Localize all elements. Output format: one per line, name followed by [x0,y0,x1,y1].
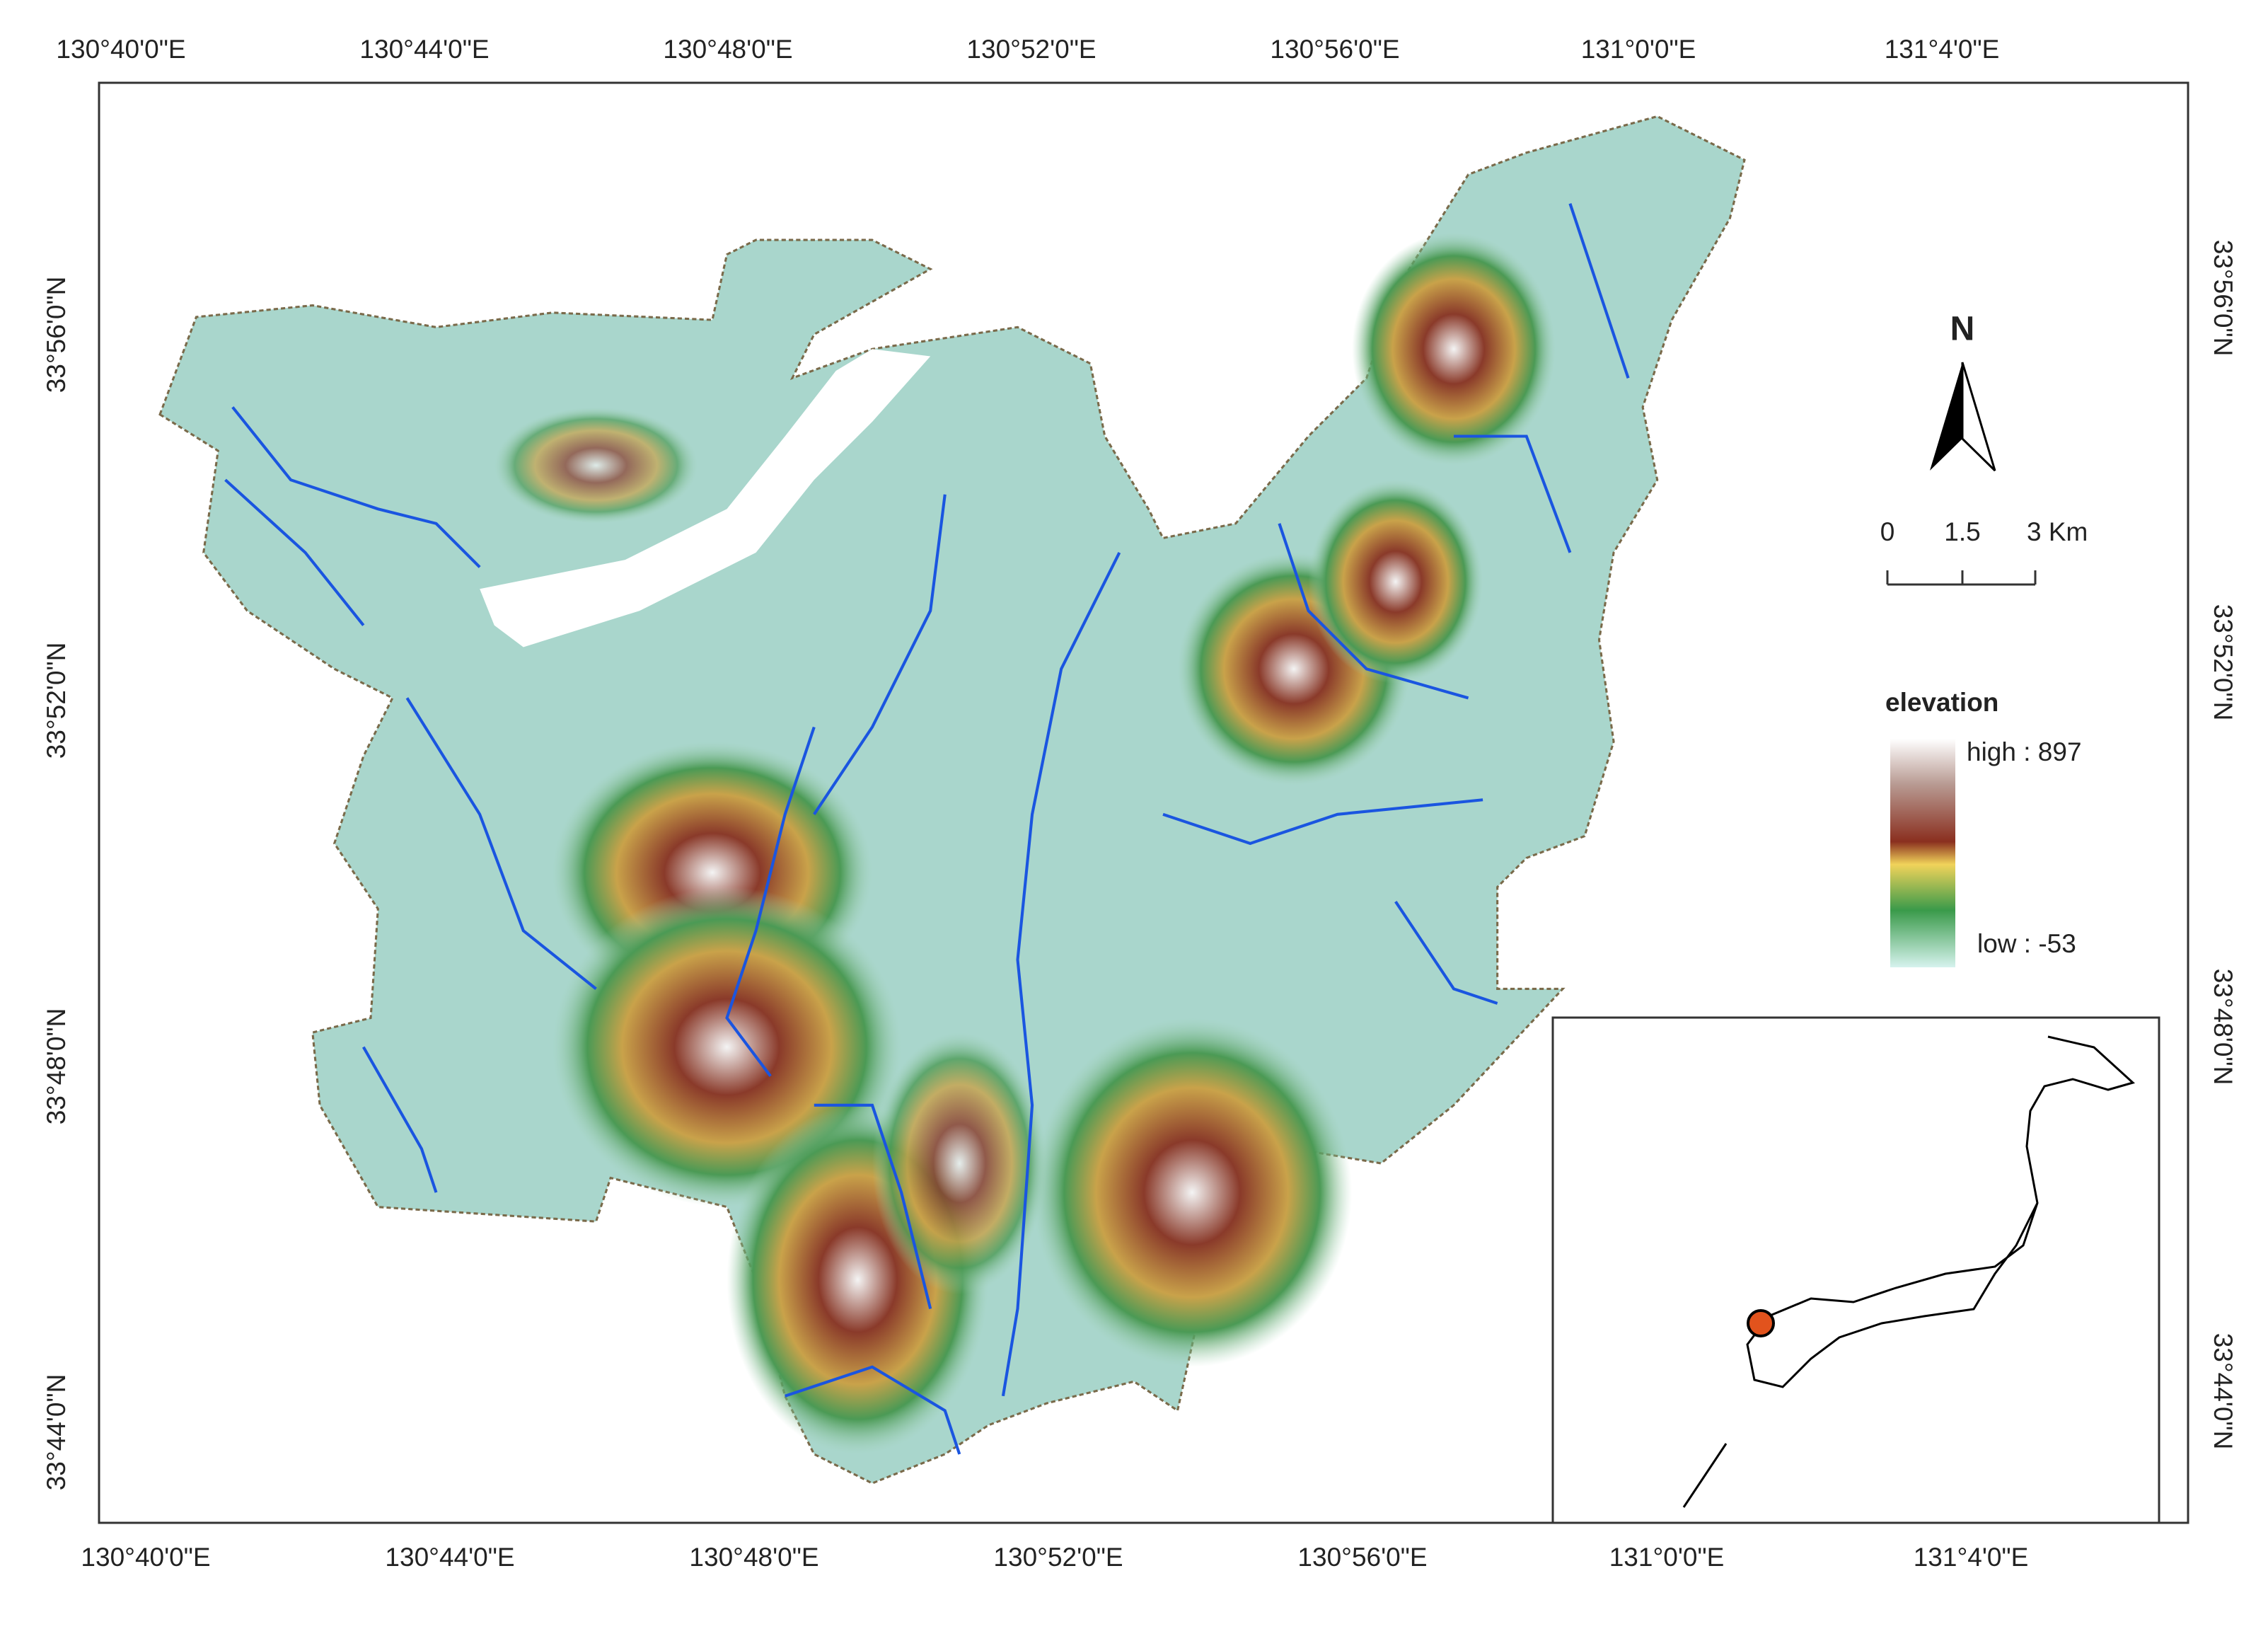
inset-frame [1551,1016,2160,1524]
top-longitude-label: 131°4'0"E [1885,35,2000,64]
bottom-longitude-label: 130°44'0"E [385,1543,514,1572]
left-latitude-label: 33°52'0"N [42,643,71,759]
legend-low: low : -53 [1977,929,2076,958]
top-longitude-label: 130°40'0"E [56,35,185,64]
left-latitude-label: 33°44'0"N [42,1374,71,1491]
right-latitude-label: 33°48'0"N [2209,969,2238,1086]
coordinate-labels: 130°40'0"E 130°44'0"E 130°48'0"E 130°52'0"E… [42,35,2238,1572]
bottom-longitude-label: 130°52'0"E [993,1543,1123,1572]
top-longitude-label: 130°48'0"E [663,35,792,64]
rivers [224,203,1630,1455]
bottom-longitude-label: 130°56'0"E [1297,1543,1427,1572]
top-longitude-label: 130°44'0"E [359,35,489,64]
bottom-longitude-label: 131°4'0"E [1914,1543,2029,1572]
scale-label: 0 [1880,517,1895,546]
right-latitude-label: 33°52'0"N [2209,604,2238,721]
bottom-longitude-label: 130°40'0"E [81,1543,210,1572]
top-longitude-label: 131°0'0"E [1581,35,1696,64]
north-arrow [1930,362,1996,472]
bottom-longitude-label: 131°0'0"E [1609,1543,1725,1572]
top-longitude-label: 130°56'0"E [1270,35,1399,64]
left-latitude-label: 33°56'0"N [42,277,71,393]
bay [480,349,931,647]
legend-title: elevation [1885,688,1998,717]
mountains [494,232,1556,1454]
inset-japan [1682,1035,2136,1508]
legend-high: high : 897 [1967,737,2082,766]
scale-bar [1886,570,2037,586]
legend-ramp [1890,739,1955,967]
scale-label: 3 Km [2027,517,2088,546]
right-latitude-label: 33°56'0"N [2209,240,2238,357]
bottom-longitude-label: 130°48'0"E [689,1543,818,1572]
north-label: N [1950,311,1975,348]
left-latitude-label: 33°48'0"N [42,1008,71,1125]
location-marker [1747,1309,1775,1337]
right-latitude-label: 33°44'0"N [2209,1333,2238,1450]
top-longitude-label: 130°52'0"E [966,35,1096,64]
terrain [158,115,1746,1485]
scale-label: 1.5 [1944,517,1980,546]
